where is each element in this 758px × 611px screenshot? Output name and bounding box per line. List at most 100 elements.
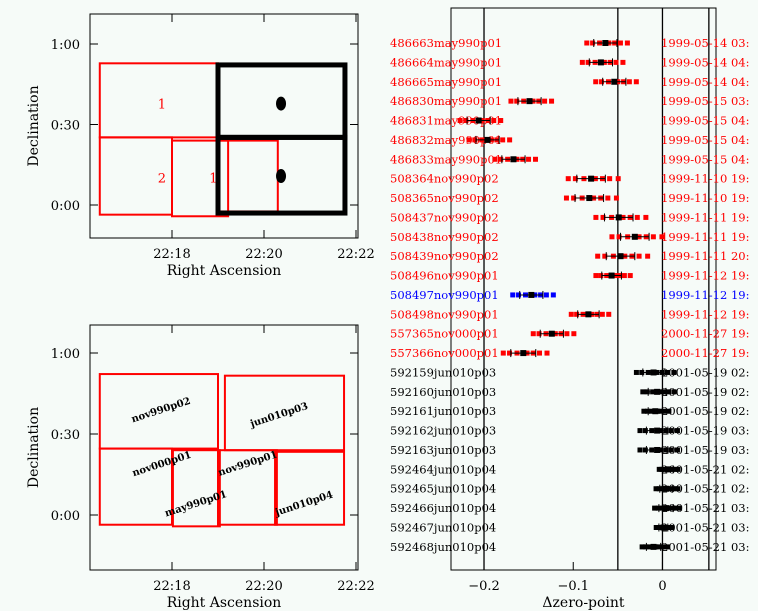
exposure-id: 508498nov990p01 (390, 307, 499, 321)
mean-point (520, 350, 527, 357)
field-footprint (217, 139, 279, 213)
exposure-date: 2001-05-21 03: (661, 540, 749, 554)
exposure-row: 508437nov990p02 1999-11-11 19: (390, 210, 749, 224)
exposure-row: 592468jun010p04 2001-05-21 03: (390, 540, 749, 554)
measurement-point (659, 466, 665, 472)
field-footprint (171, 449, 221, 528)
mean-point (654, 446, 661, 453)
measurement-point (641, 408, 647, 414)
measurement-point (669, 525, 675, 530)
measurement-point (617, 40, 623, 46)
measurement-point (537, 350, 543, 356)
measurement-point (571, 195, 577, 201)
measurement-point (600, 214, 606, 220)
measurement-point (674, 447, 680, 453)
measurement-point (463, 118, 469, 124)
measurement-point (549, 98, 555, 104)
measurement-point (650, 234, 656, 240)
measurement-point (640, 389, 646, 395)
x-axis-label: Δzero-point (542, 595, 625, 611)
exposure-date: 1999-05-15 04: (661, 133, 749, 147)
source-point (276, 96, 287, 111)
exposure-date: 1999-05-14 04: (661, 75, 749, 89)
source-point (276, 169, 287, 184)
measurement-point (613, 195, 619, 201)
exposure-id: 557366nov000p01 (390, 346, 499, 360)
measurement-point (574, 311, 580, 317)
field-footprint (274, 450, 346, 526)
measurement-point (516, 292, 522, 298)
field-name-label: jun010p04 (273, 490, 334, 519)
measurement-point (498, 118, 504, 124)
measurement-point (584, 40, 590, 46)
measurement-point (609, 234, 615, 240)
measurement-point (602, 253, 608, 259)
mean-point (586, 195, 593, 202)
field-footprint (217, 449, 278, 526)
exposure-id: 592466jun010p04 (390, 501, 496, 515)
exposure-id: 592160jun010p03 (390, 385, 496, 399)
x-axis-label: Right Ascension (167, 595, 282, 611)
measurement-point (579, 59, 585, 65)
measurement-point (615, 176, 621, 182)
measurement-point (666, 525, 672, 530)
measurement-point (655, 505, 661, 511)
measurement-point (568, 311, 574, 317)
exposure-date: 2001-05-19 02: (661, 385, 749, 399)
measurement-point (593, 214, 599, 220)
x-tick-label: 22:18 (153, 579, 190, 594)
exposure-row: 592163jun010p03 2001-05-19 03: (390, 443, 749, 457)
mean-point (652, 408, 659, 415)
measurement-point (645, 253, 651, 259)
x-tick-label: 22:20 (245, 579, 282, 594)
exposure-id: 486664may990p01 (390, 55, 502, 69)
measurement-point (590, 40, 596, 46)
exposure-date: 2001-05-19 03: (661, 424, 749, 438)
exposure-id: 508497nov990p01 (390, 288, 499, 302)
exposure-date: 2001-05-19 03: (661, 443, 749, 457)
x-tick-label: 0 (658, 579, 666, 594)
measurement-point (606, 311, 612, 317)
measurement-point (643, 544, 649, 550)
measurement-point (530, 331, 536, 337)
measurement-point (642, 447, 648, 453)
measurement-point (599, 311, 605, 317)
measurement-point (526, 156, 532, 162)
exposure-row: 592160jun010p03 2001-05-19 02: (390, 385, 749, 399)
exposure-id: 508496nov990p01 (390, 269, 499, 283)
exposure-row: 486832may990p01 1999-05-15 04: (390, 133, 749, 147)
mean-point (611, 78, 618, 85)
measurement-point (671, 486, 677, 492)
measurement-point (599, 79, 605, 85)
exposure-id: 557365nov000p01 (390, 327, 499, 341)
y-axis-label: Declination (26, 407, 42, 488)
measurement-point (508, 98, 514, 104)
measurement-point (666, 389, 672, 395)
measurement-point (675, 486, 681, 492)
exposure-id: 486832may990p01 (390, 133, 502, 147)
measurement-point (668, 447, 674, 453)
sky-panel-2: 22:18 22:20 22:22 1:00 0:30 0:00 Right Ascensi… (26, 324, 375, 611)
measurement-point (633, 369, 639, 375)
exposure-date: 1999-05-15 03: (661, 94, 749, 108)
exposure-id: 508437nov990p02 (390, 210, 499, 224)
measurement-point (620, 59, 626, 65)
field-name-label: nov990p01 (217, 449, 279, 478)
mean-point (528, 291, 535, 298)
measurement-point (639, 544, 645, 550)
measurement-point (653, 486, 659, 492)
measurement-point (674, 428, 680, 434)
field-number-label: 2 (158, 172, 166, 187)
measurement-point (536, 331, 542, 337)
exposure-id: 508364nov990p02 (390, 172, 499, 186)
exposure-date: 2000-11-27 19: (661, 327, 749, 341)
measurement-point (627, 273, 633, 279)
exposure-row: 508365nov990p02 1999-11-10 19: (390, 191, 749, 205)
exposure-row: 508497nov990p01 1999-11-12 19: (390, 288, 749, 302)
exposure-row: 508438nov990p02 1999-11-11 19: (390, 230, 749, 244)
field-footprint (223, 374, 346, 452)
x-axis-label: Right Ascension (167, 263, 282, 279)
exposure-row: 592467jun010p04 2001-05-21 03: (390, 521, 749, 535)
exposure-date: 1999-11-11 20: (661, 249, 749, 263)
